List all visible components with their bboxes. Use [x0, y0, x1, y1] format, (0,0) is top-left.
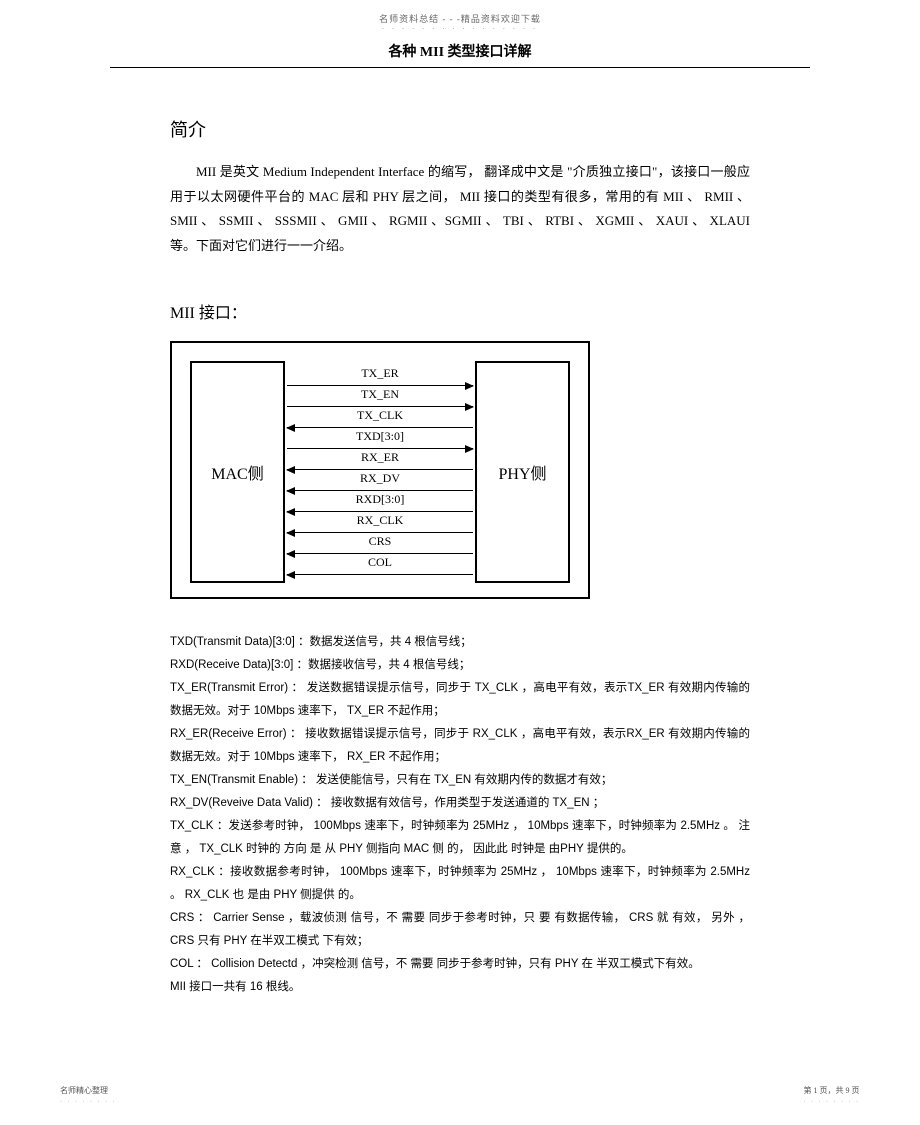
section-title-mii: MII 接口：	[170, 299, 750, 323]
signal-label: RX_DV	[287, 471, 473, 486]
signal-row: TX_ER	[287, 365, 473, 386]
signal-label: RXD[3:0]	[287, 492, 473, 507]
signal-label: TX_EN	[287, 387, 473, 402]
signal-label: TXD[3:0]	[287, 429, 473, 444]
signal-row: RX_CLK	[287, 512, 473, 533]
line-rxer: RX_ER(Receive Error) ： 接收数据错误提示信号，同步于 RX…	[170, 723, 750, 769]
signal-label: CRS	[287, 534, 473, 549]
line-rxdv: RX_DV(Reveive Data Valid) ： 接收数据有效信号，作用类…	[170, 792, 750, 815]
signal-label: RX_ER	[287, 450, 473, 465]
page-title: 各种 MII 类型接口详解	[110, 33, 810, 68]
line-txer: TX_ER(Transmit Error) ： 发送数据错误提示信号，同步于 T…	[170, 677, 750, 723]
intro-heading: 简介	[170, 116, 750, 142]
content-area: 简介 MII 是英文 Medium Independent Interface …	[0, 68, 920, 999]
line-rxd: RXD(Receive Data)[3:0] ：数据接收信号，共 4 根信号线；	[170, 654, 750, 677]
header-small-text: 名师资料总结 - - -精品资料欢迎下载	[0, 0, 920, 25]
line-rxclk: RX_CLK ：接收数据参考时钟， 100Mbps 速率下，时钟频率为 25MH…	[170, 861, 750, 907]
signal-row: TXD[3:0]	[287, 428, 473, 449]
line-col: COL ： Collision Detectd ，冲突检测 信号，不 需要 同步…	[170, 953, 750, 976]
signal-row: TX_EN	[287, 386, 473, 407]
signal-label: TX_CLK	[287, 408, 473, 423]
line-txd: TXD(Transmit Data)[3:0] ：数据发送信号，共 4 根信号线…	[170, 631, 750, 654]
signal-label: COL	[287, 555, 473, 570]
diagram-phy-box: PHY侧	[475, 361, 570, 583]
diagram-mac-box: MAC侧	[190, 361, 285, 583]
header-dots: · · · · · · · · · · · · · · · ·	[0, 25, 920, 33]
line-txclk: TX_CLK ：发送参考时钟， 100Mbps 速率下，时钟频率为 25MHz …	[170, 815, 750, 861]
line-txen: TX_EN(Transmit Enable) ： 发送使能信号，只有在 TX_E…	[170, 769, 750, 792]
signal-row: RX_ER	[287, 449, 473, 470]
line-crs: CRS ： Carrier Sense ，载波侦测 信号，不 需要 同步于参考时…	[170, 907, 750, 953]
diagram-signals: TX_ER TX_EN TX_CLK TXD[3:0] RX_ER RX_DV RXD[3:…	[287, 365, 473, 575]
line-count: MII 接口一共有 16 根线。	[170, 976, 750, 999]
footer-left: 名师精心整理 · · · · · · · ·	[60, 1085, 116, 1105]
signal-row: COL	[287, 554, 473, 575]
signal-label: RX_CLK	[287, 513, 473, 528]
intro-paragraph: MII 是英文 Medium Independent Interface 的缩写…	[170, 160, 750, 259]
signal-row: CRS	[287, 533, 473, 554]
signal-row: RXD[3:0]	[287, 491, 473, 512]
signal-row: TX_CLK	[287, 407, 473, 428]
signal-row: RX_DV	[287, 470, 473, 491]
body-text: TXD(Transmit Data)[3:0] ：数据发送信号，共 4 根信号线…	[170, 631, 750, 999]
signal-label: TX_ER	[287, 366, 473, 381]
mii-diagram: MAC侧 PHY侧 TX_ER TX_EN TX_CLK TXD[3:0] RX_ER R…	[170, 341, 590, 599]
footer-right: 第 1 页，共 9 页 · · · · · · · ·	[804, 1085, 860, 1105]
